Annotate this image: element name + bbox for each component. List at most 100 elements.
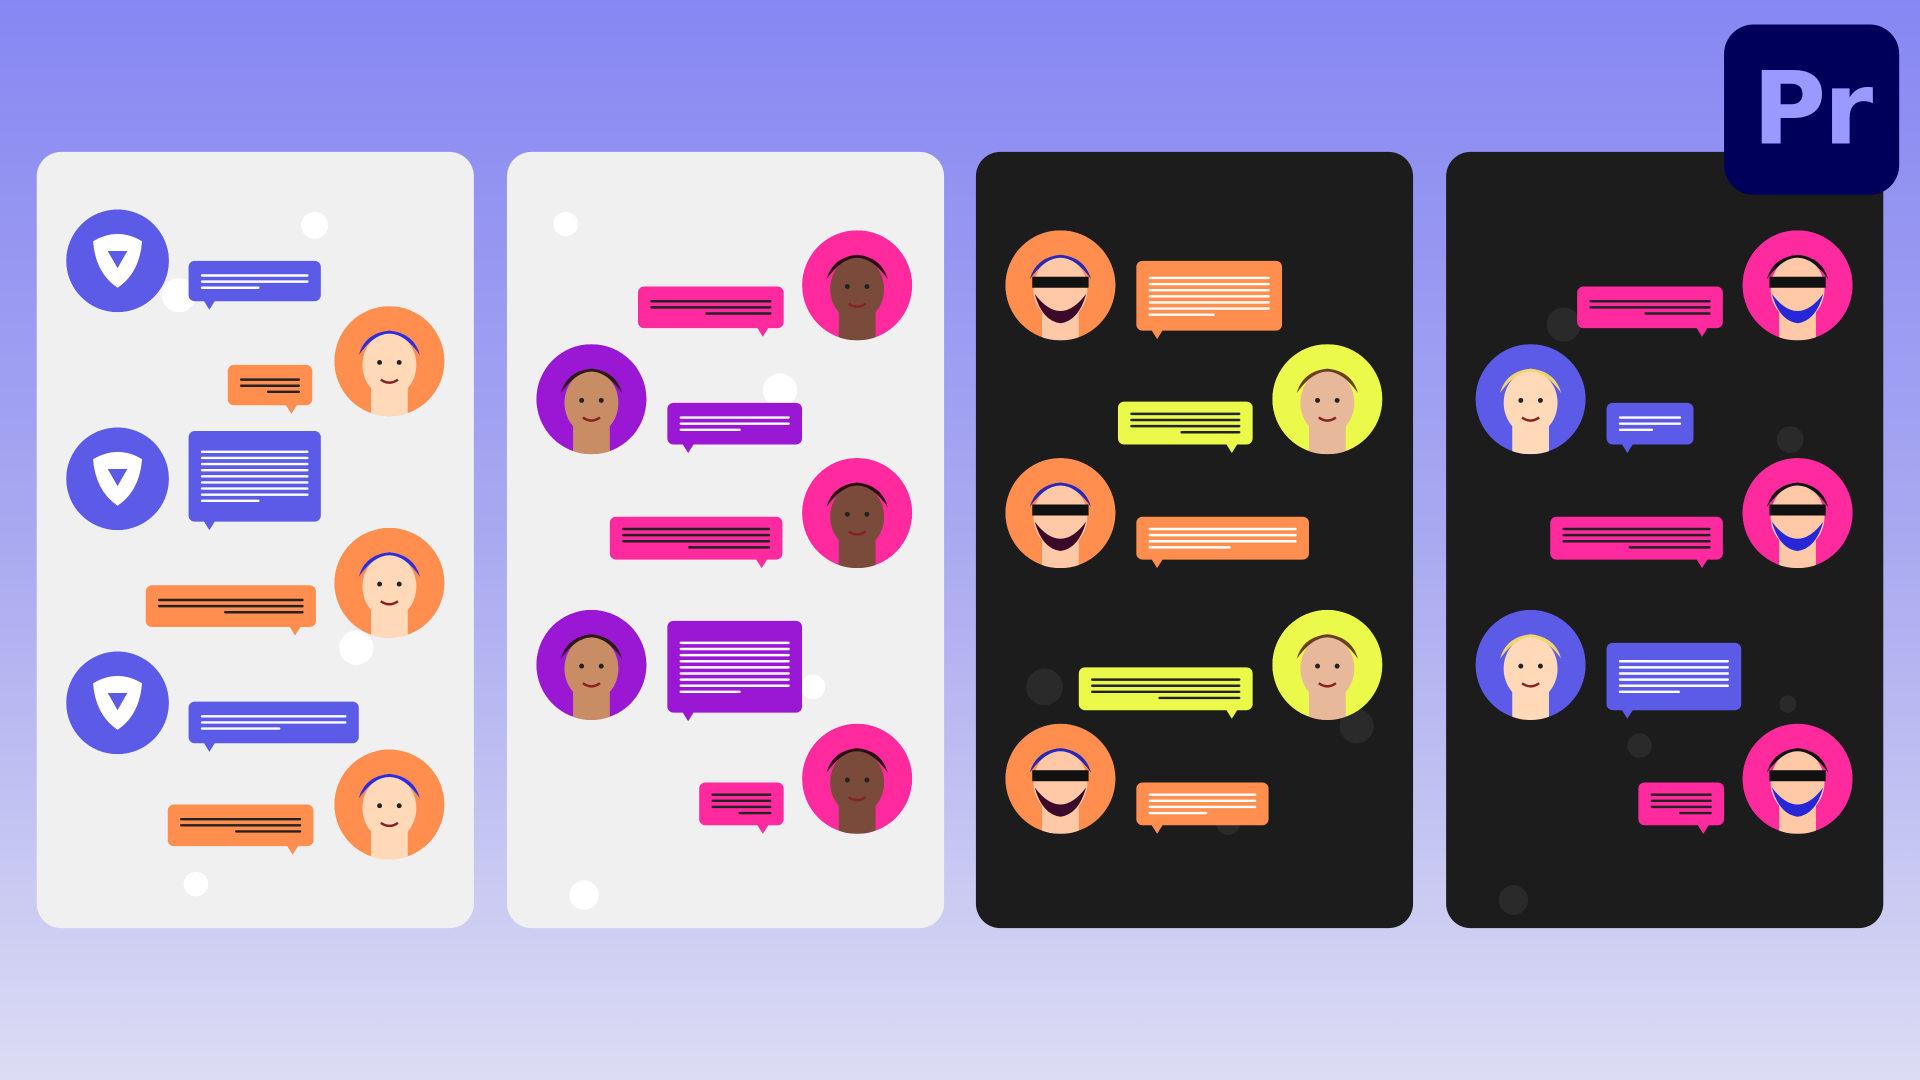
chat-bubble [1078,667,1253,719]
text-line [1589,300,1711,303]
chat-bubble [699,782,784,834]
text-line [234,830,302,833]
text-line [1678,811,1712,815]
text-line [223,611,304,614]
text-line [1148,300,1270,304]
text-line [679,671,790,675]
chat-bubble [609,516,783,569]
blonde-woman-illustration [1475,344,1586,455]
bubble-tail [1695,326,1709,337]
bubble-tail [203,742,216,752]
text-line [1618,666,1729,669]
bubble-tail [1225,443,1238,454]
text-line [200,279,309,283]
bubble-tail [755,558,768,569]
bubble-tail [1695,558,1709,569]
chat-bubble [667,620,803,722]
chat-bubble [1638,782,1725,834]
text-line [711,793,772,796]
text-line [1148,540,1297,543]
decorative-dot [1546,307,1581,342]
text-line [704,312,772,315]
text-line [1618,422,1682,425]
curly-haired-woman-avatar [802,457,913,569]
text-line [267,390,301,393]
blonde-woman-avatar [1475,609,1586,721]
masked-bandit-avatar [1005,230,1116,341]
chat-bubble [227,364,313,414]
text-line [200,285,261,289]
text-line [1091,690,1241,694]
masked-bandit-illustration [1005,457,1116,569]
masked-bandit-illustration [1742,723,1853,834]
text-line [1091,684,1241,687]
smiling-man-illustration [536,344,647,455]
decorative-dot [339,630,374,665]
bubble-tail [1225,708,1238,719]
text-line [200,487,309,490]
bubble-tail [1151,558,1164,569]
chat-bubble [1136,782,1269,834]
app-logo-illustration [66,209,169,313]
bubble-tail [682,443,695,454]
decorative-dot [800,674,826,700]
curly-haired-woman-illustration [802,230,913,341]
text-line [679,416,790,419]
text-line [622,540,771,543]
text-line [157,598,304,602]
masked-bandit-avatar [1742,457,1853,569]
text-line [679,677,790,681]
text-line [200,462,309,466]
decorative-dot [1776,426,1804,454]
decorative-dot [1627,733,1652,758]
text-line [622,533,771,537]
text-line [1562,533,1711,537]
text-line [1643,312,1711,315]
text-line [1650,805,1712,809]
blue-haired-woman-avatar [334,749,445,860]
masked-bandit-avatar [1005,457,1116,569]
text-line [200,468,309,472]
text-line [200,721,347,724]
blue-haired-woman-illustration [334,306,445,417]
text-line [1618,428,1654,432]
bubble-tail [1621,443,1634,454]
text-line [650,300,772,303]
curly-haired-woman-avatar [802,230,913,341]
bubble-tail [203,300,216,310]
decorative-dot [762,373,798,408]
chat-bubble [667,402,803,454]
bubble-tail [285,404,298,414]
text-line [200,475,309,478]
text-line [200,481,309,484]
text-line [1158,696,1241,700]
decorative-dot [183,871,209,897]
app-logo-illustration [66,427,169,531]
text-line [679,683,790,687]
text-line [1179,431,1241,434]
text-line [200,493,309,496]
text-line [1148,805,1257,809]
text-line [1148,306,1270,310]
chat-bubble [1606,402,1694,454]
chat-bubble [1136,516,1309,569]
text-line [1148,527,1297,531]
text-line [679,659,790,662]
woman-photo-avatar [1272,609,1383,721]
text-line [679,665,790,668]
text-line [679,428,741,432]
chat-bubble [1577,286,1723,337]
app-logo-avatar [66,209,169,313]
text-line [180,817,302,821]
blue-haired-woman-avatar [334,527,445,638]
text-line [1148,282,1270,285]
text-line [200,727,281,730]
bubble-tail [1151,329,1164,340]
smiling-man-avatar [536,344,647,455]
text-line [711,799,772,803]
text-line [679,653,790,656]
chat-bubble [188,431,321,531]
woman-photo-avatar [1272,344,1383,455]
bubble-tail [203,520,216,531]
